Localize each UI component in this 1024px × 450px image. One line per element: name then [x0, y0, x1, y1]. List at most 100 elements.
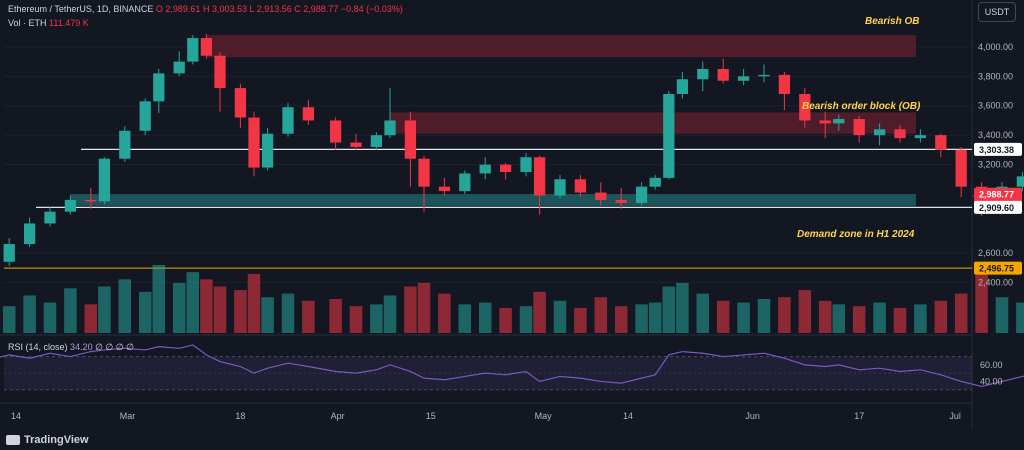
candle-body — [574, 179, 587, 193]
candle-body — [853, 118, 865, 136]
candle-body — [98, 158, 111, 202]
candle-body — [187, 38, 199, 62]
candle-body — [261, 133, 274, 168]
volume-bar — [995, 297, 1009, 333]
volume-bar — [98, 286, 111, 333]
volume-bar — [200, 279, 213, 333]
candle-body — [44, 211, 56, 224]
volume-bar — [23, 295, 36, 333]
candle-body — [350, 142, 362, 147]
volume-bar — [553, 300, 567, 333]
candle-body — [935, 135, 947, 150]
volume-bar — [349, 306, 363, 333]
tradingview-logo[interactable]: TradingView — [6, 434, 89, 446]
volume-bar — [975, 272, 988, 333]
rsi-tick-label: 60.00 — [980, 360, 1003, 370]
candle-body — [955, 149, 967, 187]
volume-bar — [138, 291, 152, 333]
volume-bar — [533, 291, 546, 333]
candle-body — [758, 74, 770, 77]
candle-body — [64, 199, 77, 212]
rsi-extra: ∅ ∅ ∅ ∅ — [95, 342, 134, 352]
volume-bar — [954, 293, 968, 333]
zone-1 — [390, 112, 916, 134]
candle-body — [3, 244, 15, 262]
candle-body — [119, 130, 131, 159]
candle-body — [615, 199, 627, 203]
candle-body — [173, 61, 185, 74]
price-badge — [974, 142, 1022, 156]
volume-bar — [519, 306, 533, 333]
volume-bar — [737, 302, 750, 333]
y-tick-label: 2,600.00 — [978, 248, 1013, 258]
rsi-label[interactable]: RSI (14, close) — [8, 342, 68, 352]
currency-button[interactable]: USDT — [978, 2, 1016, 22]
candle-body — [676, 79, 689, 94]
volume-bar — [2, 306, 16, 333]
volume-bar — [757, 299, 771, 333]
volume-bar — [438, 293, 451, 333]
volume-bar — [234, 290, 247, 333]
volume-bar — [662, 286, 676, 333]
candle-body — [717, 68, 729, 81]
volume-bar — [852, 306, 866, 333]
candle-body — [200, 38, 213, 56]
volume-bar — [281, 293, 295, 333]
candle-body — [234, 88, 247, 118]
x-tick-label: Jun — [745, 411, 760, 421]
candle-body — [418, 158, 430, 187]
volume-bar — [716, 300, 730, 333]
candle-body — [384, 120, 396, 136]
candle-body — [438, 186, 451, 192]
volume-bar — [893, 307, 907, 333]
volume-bar — [417, 282, 431, 333]
volume-label[interactable]: Vol · ETH — [8, 18, 47, 28]
symbol-title[interactable]: Ethereum / TetherUS, 1D, BINANCE — [8, 4, 154, 14]
annotation-bearish-ob: Bearish OB — [865, 16, 920, 27]
candle-body — [819, 120, 831, 124]
candle-body — [737, 76, 750, 81]
volume-bar — [648, 302, 662, 333]
candle-body — [370, 135, 383, 147]
brand-name: TradingView — [24, 434, 89, 446]
candle-body — [697, 68, 709, 80]
volume-bar — [499, 307, 512, 333]
volume-bar — [594, 297, 608, 333]
volume-bar — [118, 279, 132, 333]
change-value: −0.84 (−0.03%) — [340, 4, 403, 14]
volume-bar — [213, 286, 227, 333]
chart-header: Ethereum / TetherUS, 1D, BINANCE O 2,989… — [8, 4, 403, 14]
price-badge-label: 3,303.38 — [979, 145, 1014, 155]
candle-body — [833, 118, 845, 124]
volume-bar — [261, 297, 274, 333]
volume-bar — [152, 265, 166, 333]
candle-body — [329, 120, 342, 143]
candle-body — [914, 135, 927, 139]
rsi-tick-label: 40.00 — [980, 376, 1003, 386]
annotation-demand-zone: Demand zone in H1 2024 — [797, 229, 915, 240]
candle-body — [302, 107, 315, 121]
tradingview-icon — [6, 435, 20, 445]
y-tick-label: 3,600.00 — [978, 101, 1013, 111]
volume-bar — [798, 290, 812, 333]
candle-body — [533, 157, 546, 196]
volume-bar — [574, 307, 587, 333]
candle-body — [459, 173, 471, 192]
volume-bar — [478, 302, 492, 333]
x-tick-label: 15 — [426, 411, 436, 421]
volume-bar — [186, 272, 200, 333]
volume-bar — [458, 304, 472, 333]
volume-bar — [818, 300, 832, 333]
x-tick-label: 18 — [235, 411, 245, 421]
candle-body — [663, 93, 675, 178]
price-badge-label: 2,909.60 — [979, 203, 1014, 213]
y-tick-label: 3,400.00 — [978, 130, 1013, 140]
high-value: H 3,003.53 — [202, 4, 248, 14]
candle-body — [595, 192, 607, 200]
price-badge-label: 2,496.75 — [979, 264, 1014, 274]
candle-body — [778, 74, 791, 94]
zone-0 — [206, 35, 916, 58]
candle-body — [23, 223, 36, 245]
rsi-header: RSI (14, close) 34.20 ∅ ∅ ∅ ∅ — [8, 342, 134, 353]
